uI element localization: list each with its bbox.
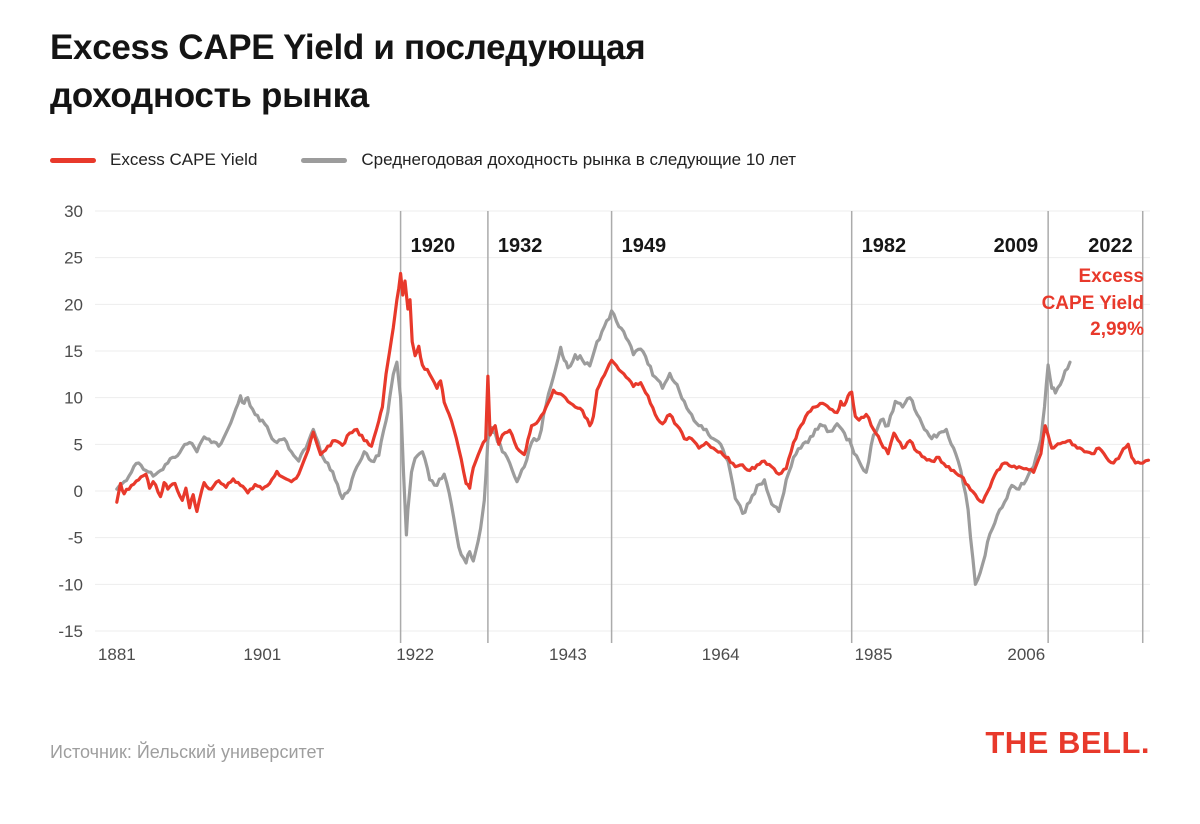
- line-chart: 30 25 20 15 10 5 0 -5 -10 -15 1881 1901 1922 1943 1964…: [58, 202, 1151, 664]
- svg-text:30: 30: [64, 202, 83, 221]
- svg-text:1964: 1964: [702, 645, 740, 664]
- page-title-line2: доходность рынка: [50, 76, 369, 115]
- legend-item-excess-cape-yield: Excess CAPE Yield: [50, 150, 257, 170]
- excess-cape-yield-annotation: Excess CAPE Yield 2,99%: [1041, 266, 1144, 340]
- legend-label: Среднегодовая доходность рынка в следующ…: [361, 150, 797, 169]
- svg-text:20: 20: [64, 295, 83, 314]
- svg-text:10: 10: [64, 389, 83, 408]
- gray-line-swatch-icon: [301, 157, 348, 163]
- red-line-swatch-icon: [50, 157, 96, 163]
- svg-text:2006: 2006: [1007, 645, 1045, 664]
- legend-label: Excess CAPE Yield: [110, 150, 258, 169]
- svg-text:1982: 1982: [862, 235, 907, 257]
- svg-text:1922: 1922: [396, 645, 434, 664]
- svg-text:2009: 2009: [994, 235, 1039, 257]
- page-title-line1: Excess CAPE Yield и последующая: [50, 28, 646, 67]
- svg-text:-15: -15: [58, 622, 83, 641]
- svg-text:1985: 1985: [855, 645, 893, 664]
- source-caption: Источник: Йельский университет: [50, 742, 325, 762]
- svg-text:1920: 1920: [411, 235, 456, 257]
- svg-text:15: 15: [64, 342, 83, 361]
- svg-text:5: 5: [74, 435, 83, 454]
- svg-text:-10: -10: [58, 575, 83, 594]
- legend-item-market-return: Среднегодовая доходность рынка в следующ…: [301, 150, 796, 170]
- svg-text:1901: 1901: [243, 645, 281, 664]
- svg-text:25: 25: [64, 249, 83, 268]
- legend: Excess CAPE Yield Среднегодовая доходнос…: [50, 150, 796, 170]
- bell-logo: THE BELL.: [985, 725, 1150, 760]
- svg-text:0: 0: [74, 482, 83, 501]
- page-title: Excess CAPE Yield и последующая доходнос…: [50, 24, 646, 120]
- svg-text:-5: -5: [68, 529, 83, 548]
- svg-text:1943: 1943: [549, 645, 587, 664]
- svg-text:1932: 1932: [498, 235, 543, 257]
- chart-area: 30 25 20 15 10 5 0 -5 -10 -15 1881 1901 1922 1943 1964…: [0, 198, 1200, 673]
- svg-text:2022: 2022: [1088, 235, 1133, 257]
- svg-text:1949: 1949: [622, 235, 667, 257]
- svg-text:1881: 1881: [98, 645, 136, 664]
